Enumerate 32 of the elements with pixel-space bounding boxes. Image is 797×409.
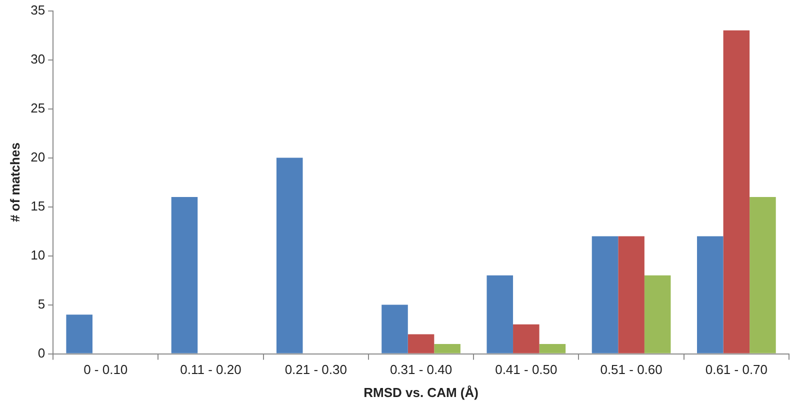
bar [434,344,460,354]
bar [539,344,566,354]
bar [644,275,671,354]
bar [276,158,303,354]
bar [513,324,540,354]
y-tick-label: 10 [30,247,46,262]
bar [171,197,198,354]
y-axis-title: # of matches [7,142,22,222]
x-tick-label: 0.51 - 0.60 [600,362,662,378]
bar [723,30,750,354]
x-tick-label: 0.11 - 0.20 [180,362,242,378]
bar [618,236,644,354]
bar [697,236,724,354]
y-tick-label: 30 [30,51,46,66]
y-tick-label: 20 [30,149,46,164]
bar [66,314,92,354]
x-axis-title: RMSD vs. CAM (Å) [364,384,478,400]
y-tick-label: 0 [38,345,46,360]
bar [592,236,618,354]
y-tick-label: 15 [30,198,46,214]
bar [750,197,776,354]
x-tick-label: 0.31 - 0.40 [390,362,452,378]
y-tick-label: 35 [30,2,46,18]
y-tick-label: 25 [30,100,46,116]
x-tick-label: 0.41 - 0.50 [495,362,558,378]
bar [486,275,514,354]
x-tick-label: 0.21 - 0.30 [284,362,347,378]
x-tick-label: 0.61 - 0.70 [705,362,768,378]
y-tick-label: 5 [38,296,46,312]
bar [382,304,408,354]
bar [408,334,434,354]
x-tick-label: 0 - 0.10 [84,362,128,378]
